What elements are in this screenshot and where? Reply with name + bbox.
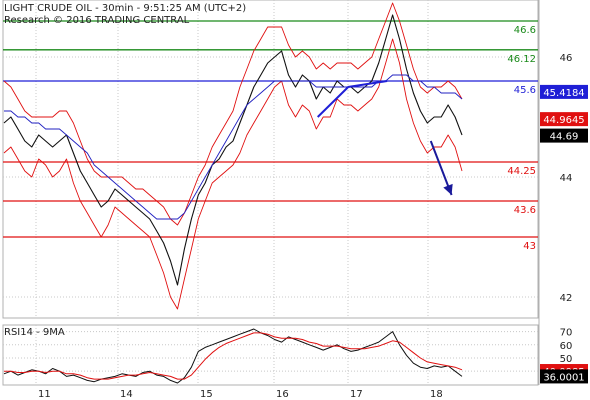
- x-tick-label: 17: [350, 389, 363, 400]
- band-line: [3, 2, 463, 226]
- forecast-arrow-head: [443, 183, 453, 195]
- rsi-grid: [2, 324, 539, 386]
- main-panel-frame: [2, 0, 539, 319]
- y-tick-label: 44: [560, 173, 573, 184]
- level-label: 43: [523, 241, 536, 252]
- rsi-tick-label: 50: [560, 354, 573, 365]
- price-tag: [540, 84, 588, 99]
- rsi-tick-label: 60: [560, 341, 573, 352]
- level-label: 44.25: [507, 166, 536, 177]
- rsi-tag-label: 36.0001: [543, 372, 584, 383]
- x-tick-label: 15: [200, 389, 213, 400]
- price-tag-label: 44.69: [550, 132, 579, 143]
- band-line: [3, 38, 463, 310]
- rsi-tag: [540, 369, 588, 384]
- x-tick-label: 16: [276, 389, 289, 400]
- price-tag: [540, 128, 588, 143]
- rsi-tick-label: 70: [560, 328, 573, 339]
- level-lines: 46.6 46.12 45.6 44.25 43.6 43: [3, 20, 538, 252]
- trendline: [316, 80, 388, 118]
- x-tick-label: 11: [38, 389, 51, 400]
- trend-annotations: [316, 80, 453, 196]
- rsi-ma-line: [4, 332, 463, 380]
- price-tag: [540, 112, 588, 127]
- level-label: 46.12: [507, 54, 536, 65]
- level-label: 43.6: [514, 205, 536, 216]
- chart-subtitle: Research © 2016 TRADING CENTRAL: [4, 15, 190, 26]
- price-line: [3, 14, 463, 286]
- y-tick-label: 42: [560, 293, 573, 304]
- rsi-tags: 40.098536.0001: [540, 364, 588, 384]
- x-tick-label: 14: [120, 389, 133, 400]
- main-grid: [2, 0, 540, 385]
- chart-title: LIGHT CRUDE OIL - 30min - 9:51:25 AM (UT…: [4, 3, 246, 14]
- rsi-line: [3, 328, 463, 384]
- y-tick-label: 46: [560, 53, 573, 64]
- level-label: 46.6: [514, 25, 536, 36]
- x-tick-label: 18: [430, 389, 443, 400]
- rsi-series: [3, 328, 463, 384]
- rsi-panel-frame: [2, 324, 539, 386]
- price-axis: 42 44 46: [560, 53, 573, 304]
- price-tag-label: 44.9645: [543, 115, 584, 126]
- price-tag-label: 45.4184: [543, 88, 584, 99]
- rsi-title: RSI14 - 9MA: [4, 327, 65, 338]
- time-axis: 11 14 15 16 17 18: [38, 389, 443, 400]
- level-label: 45.6: [514, 85, 536, 96]
- price-tags: 45.4184 44.9645 44.69: [540, 84, 588, 143]
